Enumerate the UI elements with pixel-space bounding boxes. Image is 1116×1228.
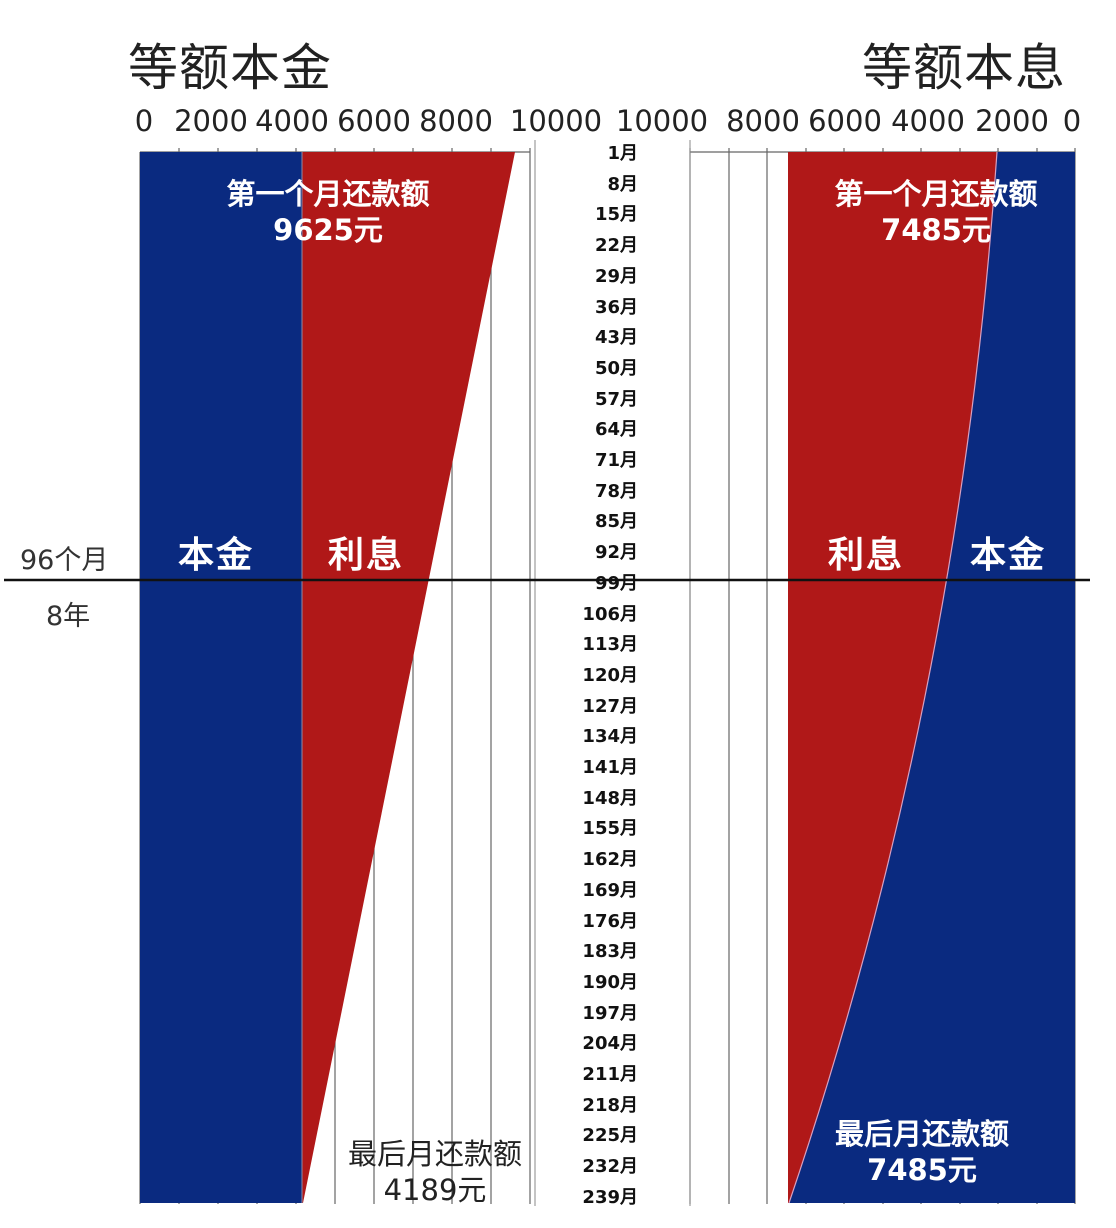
right-principal-area [789, 152, 1075, 1203]
month-label: 57月 [594, 388, 638, 410]
left-last-payment-label: 最后月还款额 [347, 1137, 522, 1171]
month-label: 71月 [594, 450, 638, 471]
month-label: 218月 [582, 1094, 638, 1116]
month-label: 92月 [594, 542, 638, 564]
left-chart-title: 等额本金 [128, 39, 332, 97]
left-first-payment-label: 第一个月还款额 [226, 177, 430, 211]
right-axis-tick: 8000 [726, 104, 800, 138]
right-axis-tick: 0 [1062, 104, 1082, 138]
right-interest-label: 利息 [828, 535, 905, 576]
month-label: 225月 [582, 1125, 638, 1147]
right-first-payment-label: 第一个月还款额 [834, 177, 1038, 211]
left-principal-label: 本金 [178, 535, 255, 576]
right-axis-tick: 10000 [615, 104, 709, 138]
month-label: 239月 [582, 1186, 638, 1208]
month-label: 29月 [594, 265, 638, 287]
month-label: 43月 [594, 327, 638, 349]
month-label: 50月 [594, 357, 638, 379]
left-last-payment-value: 4189元 [383, 1173, 487, 1208]
right-axis-tick: 6000 [808, 104, 882, 138]
left-last-payment-callout: 最后月还款额 4189元 [338, 1136, 532, 1209]
month-label: 8月 [607, 173, 638, 195]
month-label: 120月 [582, 664, 638, 686]
month-label: 176月 [582, 910, 638, 932]
right-axis-tick: 4000 [891, 104, 965, 138]
right-last-payment-label: 最后月还款额 [834, 1117, 1009, 1151]
right-axis-tick: 2000 [975, 104, 1049, 138]
left-first-payment-value: 9625元 [273, 213, 383, 248]
marker-months-label: 96个月 [20, 545, 109, 576]
marker-years-label: 8年 [46, 601, 91, 632]
month-label: 36月 [594, 296, 638, 318]
month-label: 211月 [582, 1064, 638, 1085]
left-first-payment-callout: 第一个月还款额 9625元 [212, 176, 444, 249]
left-axis-tick: 4000 [255, 104, 329, 138]
month-label: 169月 [582, 879, 638, 901]
left-interest-label: 利息 [328, 535, 405, 576]
left-interest-area [302, 152, 515, 1203]
month-label: 99月 [594, 572, 638, 594]
month-label: 197月 [582, 1002, 638, 1024]
left-axis-tick: 10000 [509, 104, 603, 138]
month-label: 148月 [582, 787, 638, 809]
month-label: 85月 [594, 511, 638, 533]
month-label: 183月 [582, 941, 638, 963]
right-last-payment-callout: 最后月还款额 7485元 [822, 1116, 1022, 1189]
month-label: 141月 [582, 757, 638, 778]
month-label: 113月 [582, 634, 638, 656]
month-label: 134月 [582, 726, 638, 748]
month-label: 15月 [594, 204, 638, 226]
month-label: 22月 [594, 235, 638, 257]
left-axis-tick: 0 [134, 104, 154, 138]
right-first-payment-callout: 第一个月还款额 7485元 [820, 176, 1052, 249]
month-label: 78月 [594, 480, 638, 502]
right-principal-label: 本金 [970, 535, 1047, 576]
month-label: 127月 [582, 695, 638, 717]
month-label: 204月 [582, 1033, 638, 1055]
month-label: 155月 [582, 818, 638, 840]
left-axis-tick: 2000 [174, 104, 248, 138]
right-chart-title: 等额本息 [862, 39, 1066, 97]
right-interest-area [788, 152, 997, 1203]
month-label: 1月 [607, 143, 638, 164]
month-label: 64月 [594, 419, 638, 441]
month-label: 106月 [582, 603, 638, 625]
month-label: 190月 [582, 971, 638, 993]
left-axis-tick: 6000 [337, 104, 411, 138]
left-principal-area [140, 152, 302, 1203]
right-last-payment-value: 7485元 [867, 1153, 977, 1188]
month-label: 232月 [582, 1156, 638, 1178]
right-first-payment-value: 7485元 [881, 213, 991, 248]
left-axis-tick: 8000 [419, 104, 493, 138]
month-label: 162月 [582, 849, 638, 871]
